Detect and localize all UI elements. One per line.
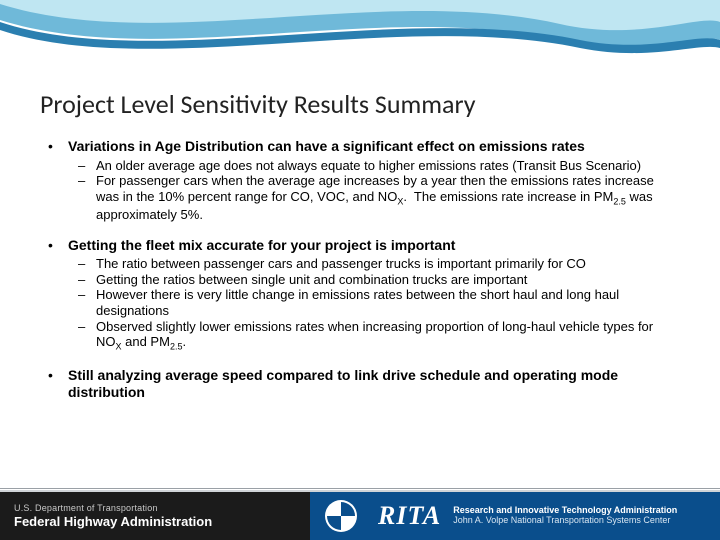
bullet-item: Getting the fleet mix accurate for your …	[40, 237, 680, 353]
bullet-item: Variations in Age Distribution can have …	[40, 138, 680, 223]
footer-dept-label: U.S. Department of Transportation	[14, 503, 310, 513]
rita-text-block: Research and Innovative Technology Admin…	[453, 506, 677, 526]
sub-item: For passenger cars when the average age …	[68, 173, 680, 223]
bullet-head: Getting the fleet mix accurate for your …	[68, 237, 680, 255]
bullet-head: Still analyzing average speed compared t…	[68, 367, 680, 402]
sub-list: The ratio between passenger cars and pas…	[68, 256, 680, 352]
sub-item: Observed slightly lower emissions rates …	[68, 319, 680, 353]
rita-line2: John A. Volpe National Transportation Sy…	[453, 516, 677, 526]
dot-logo-icon	[323, 498, 359, 534]
footer-bar: U.S. Department of Transportation Federa…	[0, 492, 720, 540]
footer-accent	[0, 482, 720, 492]
footer-logo-panel	[310, 492, 372, 540]
footer-left-panel: U.S. Department of Transportation Federa…	[0, 492, 310, 540]
sub-item: An older average age does not always equ…	[68, 158, 680, 174]
bullet-list: Variations in Age Distribution can have …	[40, 138, 680, 402]
sub-item: The ratio between passenger cars and pas…	[68, 256, 680, 272]
rita-logo-text: RITA	[378, 501, 441, 531]
sub-item: However there is very little change in e…	[68, 287, 680, 318]
slide-body: Project Level Sensitivity Results Summar…	[0, 0, 720, 402]
slide-title: Project Level Sensitivity Results Summar…	[40, 88, 680, 120]
footer-agency-label: Federal Highway Administration	[14, 514, 310, 529]
sub-item: Getting the ratios between single unit a…	[68, 272, 680, 288]
footer-right-panel: RITA Research and Innovative Technology …	[372, 492, 720, 540]
sub-list: An older average age does not always equ…	[68, 158, 680, 223]
bullet-item: Still analyzing average speed compared t…	[40, 367, 680, 402]
bullet-head: Variations in Age Distribution can have …	[68, 138, 680, 156]
